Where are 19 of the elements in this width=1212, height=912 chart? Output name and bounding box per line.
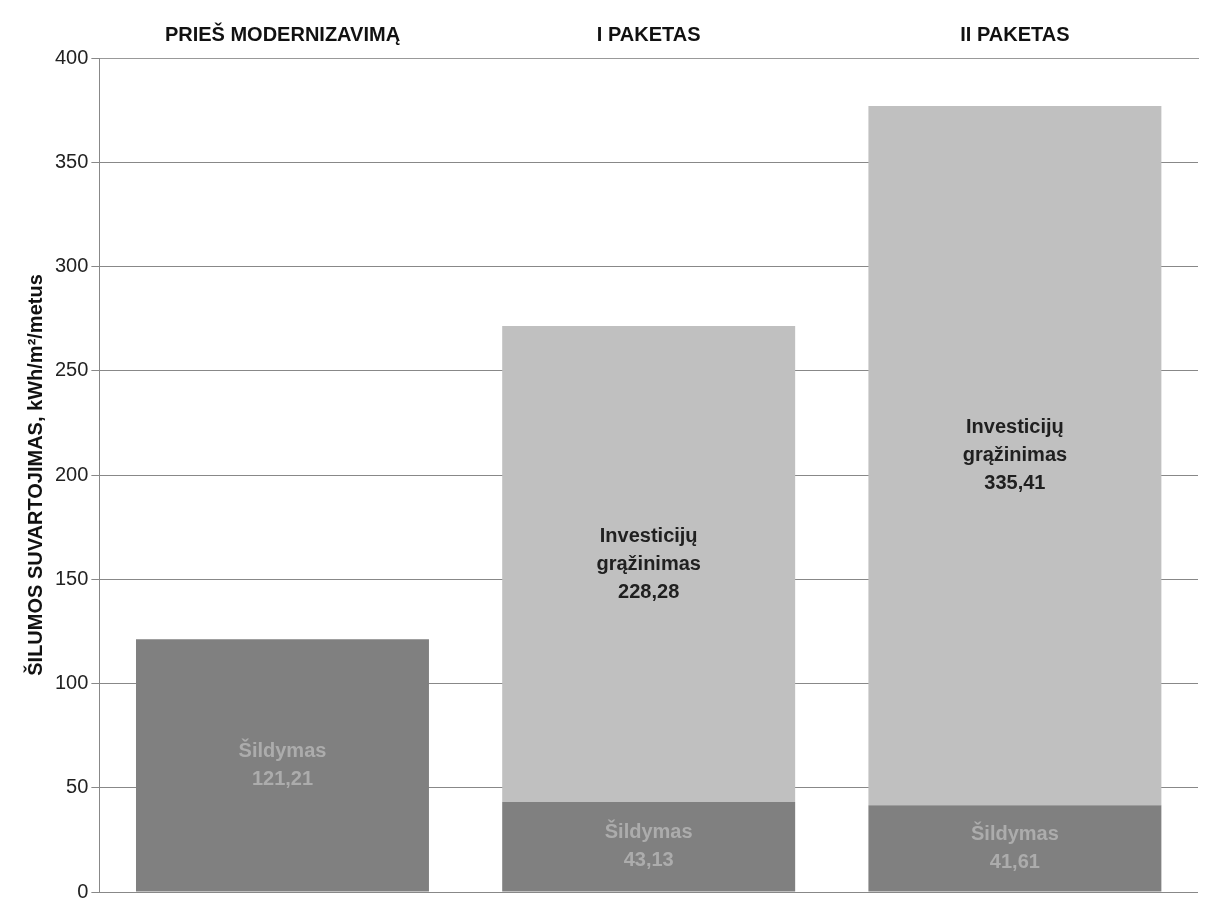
data-label: 228,28 [618, 579, 680, 602]
x-tick-label: II PAKETAS [960, 22, 1070, 45]
bar [868, 105, 1162, 806]
x-tick-label: PRIEŠ MODERNIZAVIMĄ [164, 21, 401, 45]
x-tick-label: I PAKETAS [596, 22, 701, 45]
y-tick-label: 100 [54, 671, 89, 694]
y-tick-label: 300 [54, 254, 89, 277]
y-tick-label: 400 [54, 45, 89, 68]
y-tick-label: 250 [54, 358, 89, 381]
y-tick-label: 0 [77, 879, 89, 902]
y-tick-label: 150 [54, 566, 89, 589]
bar [502, 326, 796, 803]
y-tick-label: 50 [66, 775, 89, 798]
text: Investicijų grąžinimas [962, 415, 1068, 466]
y-axis-title: ŠILUMOS SUVARTOJIMAS, kWh/m²/metus [22, 274, 46, 676]
data-label: 335,41 [984, 471, 1046, 494]
series-label: Investicijų grąžinimas [596, 523, 701, 574]
y-tick-label: 350 [54, 149, 89, 172]
y-tick-label: 200 [54, 462, 89, 485]
